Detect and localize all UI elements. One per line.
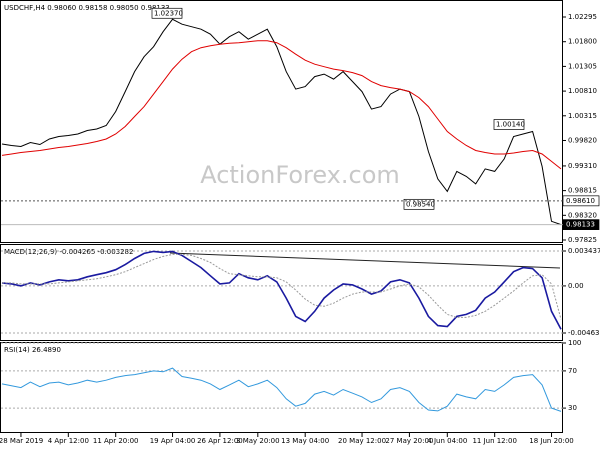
level-label: 0.98610 (566, 197, 595, 205)
y-tick-label: 0.99310 (568, 162, 597, 170)
level-label: 0.98133 (566, 221, 595, 229)
level-box (562, 219, 600, 230)
x-tick-label: 11 Jun 12:00 (472, 437, 516, 445)
y-tick-label: 1.02295 (568, 13, 597, 21)
y-tick-label: 30 (568, 404, 577, 412)
y-tick-label: 1.01800 (568, 38, 597, 46)
macd-panel (0, 244, 563, 341)
annotation-box (151, 7, 183, 19)
x-tick-label: 4 Jun 04:00 (427, 437, 467, 445)
series-line (1, 40, 562, 170)
x-tick-label: 27 May 20:00 (385, 437, 433, 445)
price-panel (0, 0, 563, 243)
annotation-box (403, 198, 435, 210)
x-tick-label: 19 Apr 04:00 (150, 437, 196, 445)
annotation: 0.98540 (406, 200, 435, 208)
series-line (1, 18, 562, 226)
y-tick-label: 1.01305 (568, 62, 597, 70)
x-tick-label: 28 Mar 2019 (0, 437, 43, 445)
y-tick-label: -0.004632 (568, 329, 600, 337)
y-tick-label: 0.98320 (568, 211, 597, 219)
watermark: ActionForex.com (200, 161, 400, 189)
x-tick-label: 26 Apr 12:00 (197, 437, 243, 445)
level-box (562, 195, 600, 207)
y-tick-label: 1.00315 (568, 112, 597, 120)
x-tick-label: 11 Apr 20:00 (93, 437, 139, 445)
y-tick-label: 1.00810 (568, 87, 597, 95)
annotation: 1.00140 (496, 121, 525, 129)
annotation: 1.02370 (154, 9, 183, 17)
x-tick-label: 20 May 12:00 (338, 437, 386, 445)
y-tick-label: 0.99820 (568, 136, 597, 144)
y-tick-label: 100 (568, 339, 581, 347)
panel-title: RSI(14) 26.4890 (4, 346, 61, 354)
annotation-box (493, 119, 525, 130)
y-tick-label: 0.003437 (568, 247, 600, 255)
y-tick-label: 0.98815 (568, 187, 597, 195)
y-tick-label: 0.00 (568, 282, 584, 290)
x-tick-label: 3 May 20:00 (236, 437, 280, 445)
x-tick-label: 4 Apr 12:00 (48, 437, 89, 445)
x-tick-label: 13 May 04:00 (281, 437, 329, 445)
panel-title: USDCHF,H4 0.98060 0.98158 0.98050 0.9813… (4, 4, 170, 12)
x-tick-label: 18 Jun 20:00 (529, 437, 573, 445)
series-line (1, 250, 562, 330)
y-tick-label: 70 (568, 367, 577, 375)
series-line (1, 367, 562, 412)
panel-title: MACD(12,26,9) -0.004265 -0.003282 (4, 248, 133, 256)
y-tick-label: 0.97825 (568, 236, 597, 244)
trend-line (169, 252, 561, 269)
